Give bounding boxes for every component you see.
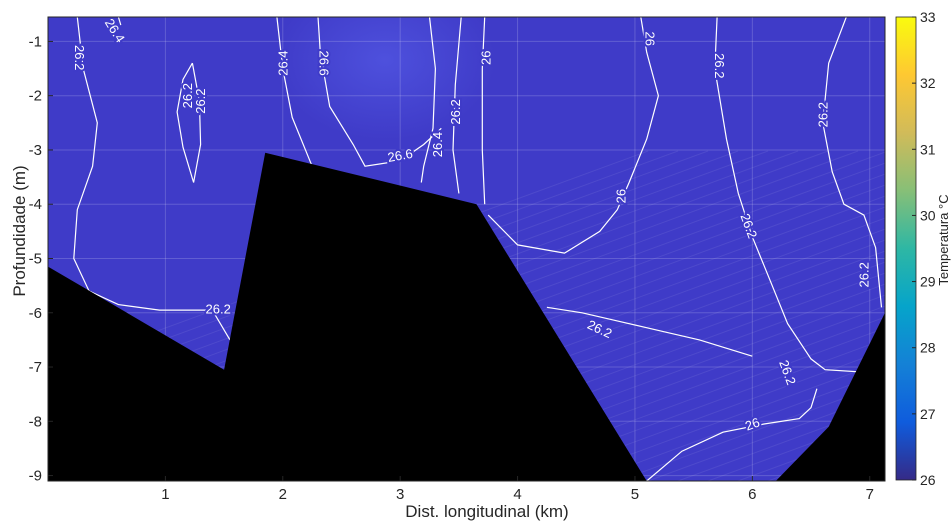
x-axis: 1 2 3 4 5 6 7 [161,476,874,503]
isotherm-26.6 [317,17,442,167]
texture-streak [647,393,885,481]
texture-streak [557,360,885,481]
colorbar-tick-label: 28 [920,340,936,356]
texture-streak [617,382,885,481]
y-tick-label: -3 [29,142,42,159]
plot-frame [47,16,886,482]
y-tick-label: -8 [29,413,42,430]
isotherm-26.2 [546,306,753,357]
isotherm-26 [481,17,486,205]
isotherm-26.2 [176,62,202,183]
colorbar-tick-label: 29 [920,274,936,290]
colorbar-tick-label: 33 [920,9,936,25]
colorbar [895,16,917,481]
isotherm-26.2 [73,17,231,341]
texture-streak [48,150,679,383]
y-tick-label: -7 [29,359,42,376]
texture-streak [587,371,885,481]
y-tick-label: -9 [29,468,42,485]
isotherm-label: 26.2 [206,301,231,316]
isotherm-26.2 [822,17,883,308]
isotherm-label: 26.6 [386,146,414,165]
texture-streak [48,150,649,372]
isotherm-26.2 [714,17,870,374]
texture-streak [677,404,885,481]
y-tick-label: -2 [29,88,42,105]
x-tick-label: 1 [161,486,169,503]
x-tick-label: 7 [866,486,874,503]
y-tick-label: -6 [29,305,42,322]
isotherm-26.2 [452,17,462,194]
y-tick-label: -1 [29,33,42,50]
colorbar-tick-label: 31 [920,141,936,157]
x-tick-label: 4 [513,486,521,503]
isotherm-label: 26 [478,50,493,64]
isotherm-label: 26.2 [72,45,87,70]
colorbar-axis: 26 27 28 29 30 31 32 33 [912,9,936,488]
isotherm-26.4 [420,17,437,183]
colorbar-tick-label: 27 [920,406,936,422]
isotherm-label: 26 [643,31,658,45]
isotherm-label: 26.2 [448,99,463,124]
y-axis-label: Profundidade (m) [10,165,29,296]
colorbar-label: Temperatura °C [936,194,951,285]
isotherm-label: 26.2 [815,102,830,127]
isotherm-26.4 [276,17,313,167]
isotherm-label: 26.4 [430,132,445,157]
x-tick-label: 5 [631,486,639,503]
x-tick-label: 2 [279,486,287,503]
texture-streak [497,338,885,481]
x-tick-label: 3 [396,486,404,503]
texture-streak [527,349,885,481]
isotherm-label: 26.2 [856,262,871,287]
isotherm-label: 26.6 [316,50,331,75]
x-axis-label: Dist. longitudinal (km) [405,502,568,521]
isotherm-26 [487,17,660,254]
isotherm-label: 26.2 [712,53,727,78]
colorbar-tick-label: 32 [920,75,936,91]
isotherm-lines [73,17,883,481]
isotherm-26 [646,388,818,481]
y-axis: -1 -2 -3 -4 -5 -6 -7 -8 -9 [29,33,53,485]
isotherm-label: 26 [613,189,628,203]
isotherm-label: 26.4 [275,50,290,75]
texture-streak [467,327,885,481]
warm-core [275,17,495,140]
y-tick-label: -5 [29,250,42,267]
isotherm-label: 26.2 [180,83,195,108]
isotherm-label: 26.2 [193,88,208,113]
y-tick-label: -4 [29,196,42,213]
colorbar-tick-label: 30 [920,207,936,223]
colorbar-tick-label: 26 [920,472,936,488]
bottom-mask [48,152,885,481]
isotherm-26.4 [117,17,122,26]
x-tick-label: 6 [748,486,756,503]
